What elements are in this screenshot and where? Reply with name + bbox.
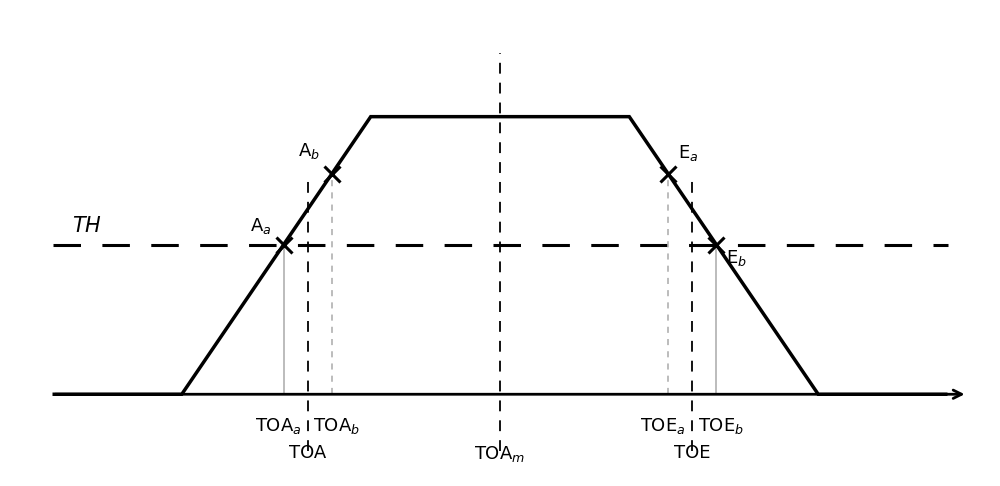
Text: TOA: TOA [289, 444, 326, 462]
Text: E$_b$: E$_b$ [726, 248, 747, 268]
Text: TOE$_a$: TOE$_a$ [640, 416, 686, 435]
Text: TOE: TOE [674, 444, 711, 462]
Text: A$_b$: A$_b$ [298, 141, 320, 161]
Text: E$_a$: E$_a$ [678, 143, 698, 163]
Text: TOE$_b$: TOE$_b$ [698, 416, 745, 435]
Text: $TH$: $TH$ [72, 216, 102, 236]
Text: A$_a$: A$_a$ [250, 216, 272, 236]
Text: TOA$_m$: TOA$_m$ [474, 444, 526, 464]
Text: TOA$_b$: TOA$_b$ [313, 416, 360, 435]
Text: TOA$_a$: TOA$_a$ [255, 416, 302, 435]
